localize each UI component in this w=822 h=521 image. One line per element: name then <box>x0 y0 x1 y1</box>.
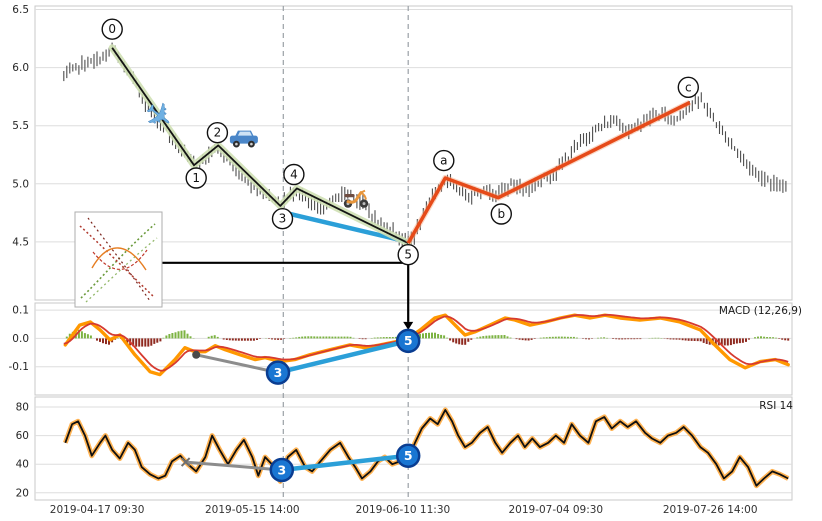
macd-marker-3: 3 <box>265 360 291 385</box>
y-tick-label-rsi: 60 <box>16 430 29 442</box>
y-tick-label-price: 5.5 <box>12 120 29 132</box>
svg-text:c: c <box>685 80 692 94</box>
macd-marker-5: 5 <box>395 328 421 354</box>
svg-text:3: 3 <box>277 462 286 477</box>
svg-text:b: b <box>497 207 505 221</box>
rsi-blue-segment <box>279 453 411 473</box>
wave-label-0: 0 <box>101 18 123 40</box>
macd-gray-segment <box>194 353 280 375</box>
wave-label-4: 4 <box>283 163 305 186</box>
price-blue-segment <box>278 209 411 245</box>
y-tick-label-macd: 0.1 <box>12 305 29 317</box>
macd-signal-line <box>63 313 789 372</box>
impulse-wave-line <box>111 47 409 244</box>
wave-label-1: 1 <box>185 167 207 189</box>
car-icon <box>229 130 258 148</box>
svg-text:5: 5 <box>404 248 412 262</box>
svg-text:0: 0 <box>108 22 116 36</box>
macd-gray-dot <box>192 350 201 359</box>
y-tick-label-price: 6.5 <box>12 4 29 16</box>
svg-text:5: 5 <box>404 333 413 348</box>
y-tick-label-price: 4.5 <box>12 236 29 248</box>
wave-label-2: 2 <box>206 121 229 144</box>
scooter-icon <box>343 189 369 208</box>
wave-label-c: c <box>677 76 699 99</box>
svg-text:3: 3 <box>279 212 287 226</box>
wave-label-b: b <box>490 203 512 225</box>
y-tick-label-macd: 0.0 <box>12 333 29 345</box>
x-tick-label: 2019-05-15 14:00 <box>205 504 300 516</box>
svg-text:5: 5 <box>404 448 413 463</box>
wave-label-a: a <box>433 149 455 172</box>
inset-thumbnail <box>74 211 163 308</box>
rsi-panel-label: RSI 14 <box>759 400 793 412</box>
rsi-gray-x-marker <box>180 457 191 467</box>
macd-blue-segment <box>275 338 411 375</box>
macd-histogram <box>65 329 790 347</box>
inset-box <box>74 211 163 308</box>
x-tick-label: 2019-07-26 14:00 <box>663 504 758 516</box>
y-tick-label-rsi: 40 <box>16 459 29 471</box>
y-tick-label-rsi: 20 <box>16 487 29 499</box>
svg-text:4: 4 <box>290 168 298 182</box>
svg-text:3: 3 <box>274 365 283 380</box>
corrective-wave-line <box>406 100 691 244</box>
x-tick-label: 2019-07-04 09:30 <box>508 504 603 516</box>
y-tick-label-price: 6.0 <box>12 62 29 74</box>
macd-panel-label: MACD (12,26,9) <box>718 305 802 317</box>
rsi-gray-segment <box>184 460 284 472</box>
y-tick-label-price: 5.0 <box>12 178 29 190</box>
rsi-line <box>64 409 789 487</box>
svg-text:2: 2 <box>214 126 222 140</box>
y-tick-label-rsi: 80 <box>16 402 29 414</box>
y-tick-label-macd: -0.1 <box>9 361 30 373</box>
x-tick-label: 2019-04-17 09:30 <box>50 504 145 516</box>
svg-text:a: a <box>440 154 447 168</box>
wave-label-5: 5 <box>397 243 419 266</box>
rsi-marker-3: 3 <box>269 457 295 483</box>
wave-label-3: 3 <box>271 207 294 230</box>
pointer-arrowhead <box>403 321 414 330</box>
svg-text:1: 1 <box>192 171 200 185</box>
rsi-marker-5: 5 <box>395 443 421 468</box>
x-tick-label: 2019-06-10 11:30 <box>356 504 451 516</box>
